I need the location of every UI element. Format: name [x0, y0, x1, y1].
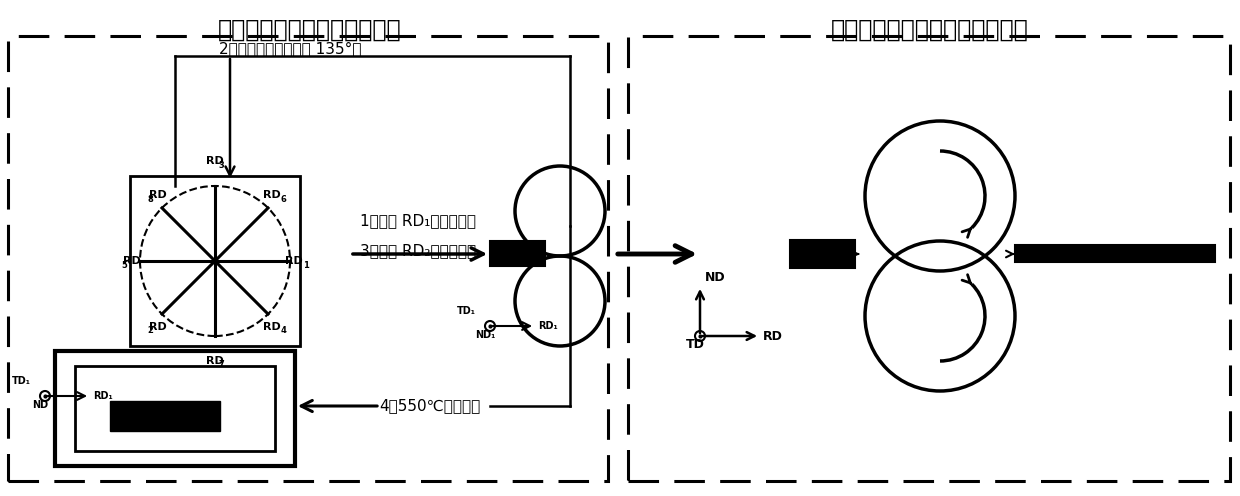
Bar: [130, 176, 300, 346]
Text: RD: RD: [263, 190, 280, 200]
Text: 1）沿着 RD₁方向轧制；: 1）沿着 RD₁方向轧制；: [360, 213, 476, 229]
Text: RD₁: RD₁: [93, 391, 113, 401]
Text: 3: 3: [218, 161, 224, 170]
Text: RD: RD: [263, 321, 280, 332]
Text: 深低温轧制制备超高密度孪晶钛: 深低温轧制制备超高密度孪晶钛: [831, 18, 1029, 42]
Text: 5: 5: [122, 260, 126, 269]
Text: RD: RD: [763, 329, 782, 343]
Text: RD: RD: [149, 190, 167, 200]
Bar: [110, 401, 219, 431]
Bar: [490, 241, 546, 266]
Bar: [1016, 245, 1215, 262]
Text: RD₁: RD₁: [538, 321, 558, 331]
Text: TD: TD: [686, 338, 704, 351]
Text: ND₁: ND₁: [475, 330, 495, 340]
Text: TD₁: TD₁: [12, 376, 31, 386]
Text: 8: 8: [148, 195, 153, 204]
Bar: [627, 36, 1230, 481]
Bar: [7, 36, 608, 481]
Text: 4: 4: [280, 326, 286, 335]
Text: 6: 6: [280, 195, 286, 204]
Text: RD: RD: [206, 156, 224, 166]
Text: 4）550℃退火处理: 4）550℃退火处理: [379, 398, 481, 414]
Text: RD: RD: [123, 256, 141, 266]
Text: 2）将板材逆时针转动 135°；: 2）将板材逆时针转动 135°；: [218, 41, 361, 56]
Text: TD₁: TD₁: [458, 306, 476, 316]
Text: ND: ND: [706, 271, 725, 284]
Text: 7: 7: [218, 360, 224, 369]
Text: ND: ND: [32, 400, 48, 410]
Bar: [790, 240, 856, 268]
Text: 旋转轧制与退火处理调控织构: 旋转轧制与退火处理调控织构: [218, 18, 402, 42]
Bar: [74, 366, 275, 451]
Text: RD: RD: [206, 356, 224, 366]
Text: 1: 1: [303, 260, 309, 269]
Text: RD: RD: [149, 321, 167, 332]
Bar: [55, 351, 295, 466]
Text: 2: 2: [148, 326, 154, 335]
Text: RD: RD: [285, 256, 303, 266]
Text: 3）沿着 RD₂方向轧制；: 3）沿着 RD₂方向轧制；: [360, 244, 476, 258]
